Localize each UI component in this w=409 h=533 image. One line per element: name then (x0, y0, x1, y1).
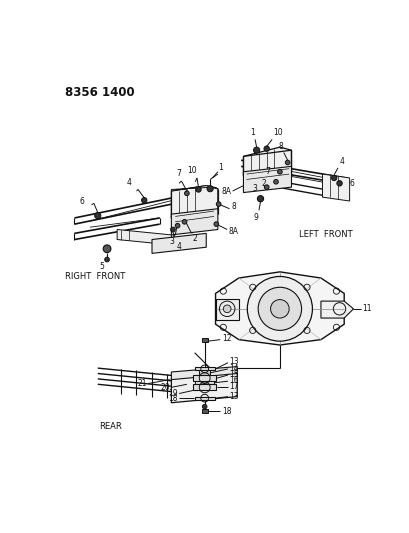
Polygon shape (171, 185, 217, 218)
Text: 9: 9 (253, 213, 258, 222)
Circle shape (264, 185, 268, 189)
Text: 20: 20 (160, 383, 169, 392)
Text: 4: 4 (126, 178, 131, 187)
Polygon shape (193, 384, 216, 391)
Circle shape (270, 300, 288, 318)
Text: 2: 2 (261, 179, 266, 188)
Text: 5: 5 (99, 262, 104, 271)
Text: 15: 15 (229, 370, 238, 379)
Circle shape (273, 180, 278, 184)
Text: REAR: REAR (99, 422, 122, 431)
Polygon shape (243, 166, 291, 192)
Circle shape (330, 175, 336, 181)
Text: 16: 16 (229, 376, 238, 385)
Text: 1: 1 (218, 163, 223, 172)
Circle shape (94, 213, 101, 219)
Text: 18: 18 (221, 407, 231, 416)
Text: 11: 11 (361, 304, 371, 313)
Circle shape (216, 202, 220, 206)
Polygon shape (117, 230, 171, 245)
Polygon shape (171, 367, 237, 379)
Circle shape (253, 147, 259, 154)
Circle shape (104, 257, 109, 262)
Circle shape (247, 277, 312, 341)
Polygon shape (199, 370, 210, 375)
Circle shape (141, 198, 146, 203)
Text: 19: 19 (168, 389, 177, 398)
Text: 21: 21 (137, 379, 146, 388)
Polygon shape (320, 301, 353, 318)
Text: 8: 8 (278, 142, 282, 151)
Circle shape (175, 223, 180, 228)
Polygon shape (171, 372, 237, 403)
Polygon shape (215, 272, 344, 345)
Polygon shape (171, 185, 217, 191)
Text: RIGHT  FRONT: RIGHT FRONT (65, 272, 125, 281)
Circle shape (257, 196, 263, 202)
Circle shape (103, 245, 111, 253)
Circle shape (202, 405, 207, 409)
Polygon shape (215, 299, 238, 320)
Text: 6: 6 (79, 197, 84, 206)
Polygon shape (201, 409, 207, 413)
Text: 10: 10 (272, 128, 282, 137)
Text: 7: 7 (175, 169, 180, 178)
Polygon shape (194, 367, 214, 370)
Circle shape (184, 191, 189, 196)
Text: 18: 18 (168, 394, 177, 402)
Text: 8356 1400: 8356 1400 (65, 85, 135, 99)
Circle shape (263, 146, 269, 151)
Text: 17: 17 (229, 382, 238, 391)
Text: 3: 3 (252, 184, 257, 193)
Polygon shape (201, 338, 207, 342)
Text: 8: 8 (231, 202, 235, 211)
Text: 13: 13 (229, 392, 238, 401)
Polygon shape (322, 174, 349, 201)
Text: 10: 10 (187, 166, 197, 175)
Text: 2: 2 (192, 234, 197, 243)
Polygon shape (171, 209, 217, 235)
Text: 6: 6 (349, 179, 354, 188)
Text: 1: 1 (250, 128, 254, 137)
Text: 4: 4 (339, 157, 344, 166)
Text: 13: 13 (229, 358, 238, 367)
Circle shape (170, 227, 175, 232)
Circle shape (182, 220, 187, 224)
Polygon shape (193, 375, 216, 381)
Circle shape (207, 185, 213, 192)
Text: 3: 3 (169, 237, 173, 246)
Circle shape (258, 287, 301, 330)
Circle shape (277, 169, 281, 174)
Text: 8A: 8A (228, 227, 238, 236)
Circle shape (213, 222, 218, 227)
Polygon shape (152, 233, 206, 253)
Circle shape (285, 160, 289, 165)
Polygon shape (243, 147, 291, 178)
Circle shape (336, 181, 342, 186)
Polygon shape (194, 397, 214, 400)
Polygon shape (195, 381, 213, 384)
Text: 4: 4 (176, 242, 181, 251)
Text: LEFT  FRONT: LEFT FRONT (299, 230, 352, 238)
Text: 7: 7 (264, 167, 269, 176)
Text: 12: 12 (221, 334, 231, 343)
Circle shape (223, 305, 231, 313)
Text: 14: 14 (229, 364, 238, 373)
Text: 8A: 8A (221, 187, 231, 196)
Circle shape (196, 187, 201, 192)
